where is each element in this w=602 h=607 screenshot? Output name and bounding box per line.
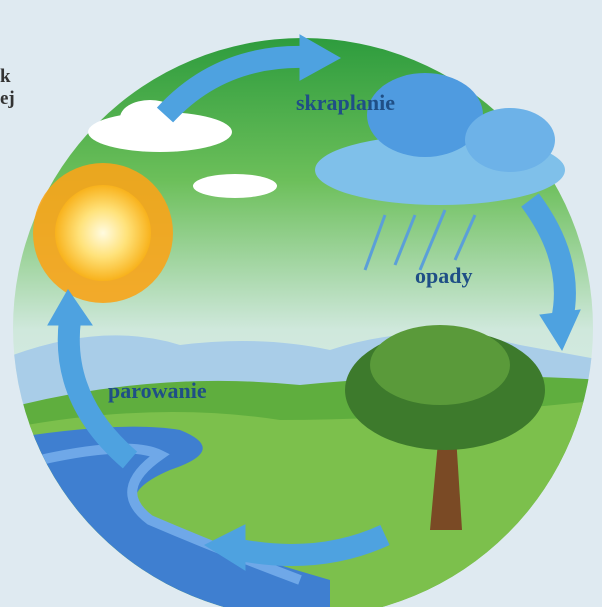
evaporation-label: parowanie (108, 378, 207, 403)
cropped-text: ej (0, 88, 15, 109)
condensation-label: skraplanie (296, 90, 395, 115)
canopy (370, 325, 510, 405)
sun (33, 163, 173, 303)
water-cycle-diagram: k ej skrapl (0, 0, 602, 607)
sun-disc (55, 185, 151, 281)
cropped-text: k (0, 66, 11, 87)
cloud (193, 174, 277, 198)
page: k ej skrapl (0, 0, 602, 607)
cloud-top (465, 108, 555, 172)
precipitation-label: opady (415, 263, 472, 288)
